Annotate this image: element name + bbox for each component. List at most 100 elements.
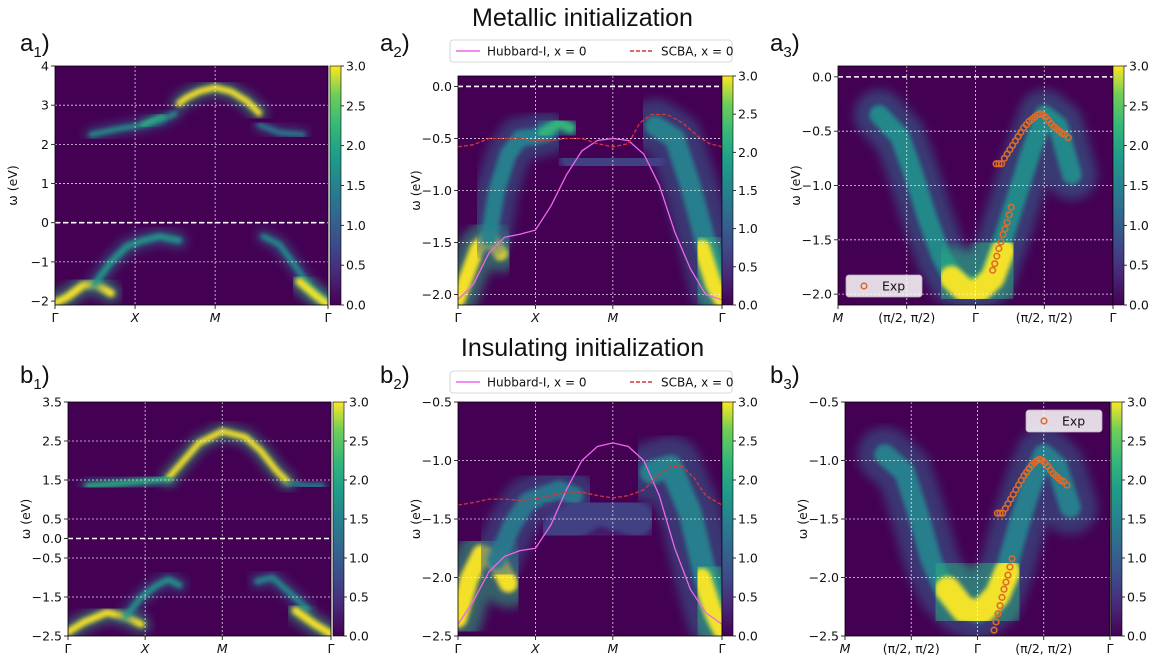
exp-legend-marker <box>860 282 868 290</box>
exp-points <box>989 110 1072 274</box>
colorbar-label: 2.0 <box>1129 138 1149 153</box>
ytick-label: 1 <box>41 176 49 191</box>
exp-point <box>991 260 999 268</box>
hubbard-line <box>458 137 722 301</box>
xtick-label: Γ <box>52 310 59 325</box>
ytick-label: −0.5 <box>809 395 839 410</box>
colorbar-label: 2.5 <box>738 107 758 122</box>
colorbar-label: 1.0 <box>349 551 369 566</box>
ytick-label: −2.0 <box>422 570 452 585</box>
panel-label-a2: a2) <box>380 30 410 61</box>
exp-legend-label: Exp <box>882 279 905 294</box>
exp-point <box>1006 563 1014 571</box>
exp-legend: Exp <box>1025 409 1103 433</box>
chart-a2: 0.0−0.5−1.0−1.5−2.0Γ X M Γω (eV)3.02.52.01.… <box>408 39 758 325</box>
xtick-label: Γ <box>455 310 462 325</box>
xtick-label: Γ <box>972 310 979 325</box>
exp-legend-box <box>1025 409 1103 433</box>
exp-legend: Exp <box>845 274 923 298</box>
ytick-label: 2.5 <box>42 434 62 449</box>
ytick-label: −2.5 <box>422 629 452 644</box>
ytick-label: 1.5 <box>42 473 62 488</box>
exp-points <box>990 455 1071 634</box>
colorbar-label: 0.5 <box>1127 590 1147 605</box>
heatmap-bands <box>458 436 722 636</box>
colorbar-label: 3.0 <box>738 395 758 410</box>
band-0 <box>165 428 291 485</box>
exp-point <box>1000 585 1008 593</box>
xtick-label: Γ <box>328 641 335 656</box>
colorbar <box>332 401 345 637</box>
band-3 <box>692 568 722 636</box>
colorbar-label: 0.0 <box>349 629 369 644</box>
exp-point <box>990 626 998 634</box>
colorbar-label: 0.5 <box>738 259 758 274</box>
chart-a3: 0.0 −0.5 −1.0 −1.5 −2.0M (π/2, π/2) Γ (π/2, π/2… <box>788 59 1149 326</box>
legend-box <box>449 370 733 394</box>
band-7 <box>295 277 328 305</box>
ylabel: ω (eV) <box>5 165 20 205</box>
colorbar <box>1112 65 1125 306</box>
series-legend: Hubbard-I, x = 0 SCBA, x = 0 <box>449 39 734 63</box>
ytick-label: 0.0 <box>42 531 62 546</box>
exp-legend-box <box>845 274 923 298</box>
ytick-label: 0.0 <box>432 79 452 94</box>
colorbar-label: 1.5 <box>738 512 758 527</box>
colorbar-label: 1.0 <box>1129 218 1149 233</box>
xtick-label: Γ <box>974 641 981 656</box>
panel-label-b1: b1) <box>20 362 50 393</box>
colorbar-label: 2.5 <box>1127 434 1147 449</box>
xtick-label: (π/2, π/2) <box>1016 310 1073 325</box>
ytick-label: 0 <box>41 215 49 230</box>
xtick-label: Γ <box>719 310 726 325</box>
panel-label-a3: a3) <box>770 30 800 61</box>
colorbar-label: 0.0 <box>738 298 758 313</box>
scba-line <box>458 113 722 148</box>
heatmap-bands <box>853 89 1098 305</box>
colorbar <box>1110 401 1123 637</box>
ytick-label: 4 <box>41 59 49 74</box>
xtick-label: M <box>840 641 851 656</box>
ytick-label: −2.5 <box>32 629 62 644</box>
ytick-label: −1.5 <box>32 590 62 605</box>
exp-point <box>998 160 1006 168</box>
colorbar-label: 1.0 <box>738 221 758 236</box>
bottom-section-title: Insulating initialization <box>460 334 705 362</box>
xtick-label: X <box>530 310 540 325</box>
colorbar-label: 3.0 <box>1129 59 1149 74</box>
xtick-label: X <box>530 641 540 656</box>
ylabel: ω (eV) <box>788 165 803 205</box>
colorbar-label: 0.5 <box>349 590 369 605</box>
colorbar-label: 0.0 <box>346 298 366 313</box>
scba-line <box>458 465 722 506</box>
xtick-label: Γ <box>719 641 726 656</box>
xtick-label: (π/2, π/2) <box>878 310 935 325</box>
legend-hubbard-label: Hubbard-I, x = 0 <box>487 376 586 390</box>
top-section-title: Metallic initialization <box>472 4 693 32</box>
exp-point <box>997 238 1005 246</box>
xtick-label: Γ <box>1107 641 1114 656</box>
band-4 <box>541 489 654 549</box>
xtick-label: Γ <box>325 310 332 325</box>
exp-point <box>989 266 997 274</box>
panel-label-b2: b2) <box>380 362 410 393</box>
colorbar-label: 0.0 <box>738 629 758 644</box>
colorbar-label: 2.0 <box>738 145 758 160</box>
ytick-label: 2 <box>41 137 49 152</box>
colorbar-label: 1.0 <box>346 218 366 233</box>
colorbar-label: 1.5 <box>346 178 366 193</box>
series-legend: Hubbard-I, x = 0 SCBA, x = 0 <box>449 370 734 394</box>
ytick-label: −1.0 <box>809 453 839 468</box>
band-2 <box>141 114 166 127</box>
exp-point <box>995 244 1003 253</box>
ylabel: ω (eV) <box>795 499 810 539</box>
panel-label-b3: b3) <box>770 362 800 393</box>
chart-b2: −0.5−1.0−1.5−2.0−2.5Γ X M Γω (eV)3.02.52.01… <box>408 370 758 656</box>
xtick-label: Γ <box>65 641 72 656</box>
colorbar-label: 3.0 <box>1127 395 1147 410</box>
exp-point <box>993 252 1001 260</box>
plot-frame <box>54 65 329 306</box>
panel-label-a1: a1) <box>20 30 50 61</box>
ytick-label: 3 <box>41 98 49 113</box>
